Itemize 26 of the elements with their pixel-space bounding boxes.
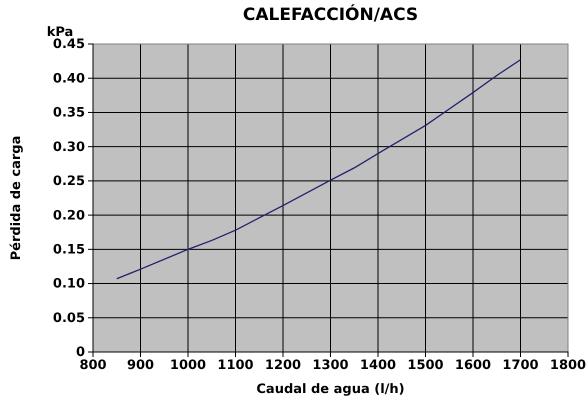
y-tick-label: 0.40	[52, 71, 85, 86]
x-tick-label: 800	[79, 358, 107, 374]
text: kPa	[46, 25, 74, 40]
chart-title: CALEFACCIÓN/ACS	[242, 4, 418, 25]
y-tick-label: 0.05	[52, 310, 85, 326]
x-tick-label: 1300	[312, 358, 349, 374]
y-tick-label: 0.15	[52, 242, 85, 258]
y-axis-title: Pérdida de carga	[9, 136, 24, 260]
x-tick-label: 1600	[454, 358, 492, 374]
x-tick-label: 1800	[550, 358, 586, 374]
y-tick-label: 0.25	[52, 174, 85, 190]
x-tick-label: 1400	[360, 358, 396, 374]
y-tick-label: 0.30	[52, 140, 85, 155]
x-tick-label: 900	[126, 358, 154, 374]
x-tick-label: 1700	[502, 358, 539, 374]
x-tick-label: 1200	[264, 358, 302, 374]
y-tick-label: 0.45	[52, 37, 85, 52]
y-tick-label: 0.10	[52, 276, 85, 292]
y-tick-label: 0.20	[52, 208, 85, 224]
y-tick-label: 0.35	[52, 106, 85, 121]
y-tick-label: 0	[76, 345, 85, 360]
x-tick-label: 1000	[170, 358, 206, 374]
x-tick-label: 1500	[407, 358, 444, 374]
line-series	[116, 59, 522, 280]
x-axis-title: Caudal de agua (l/h)	[256, 382, 405, 397]
x-tick-label: 1100	[217, 358, 254, 374]
